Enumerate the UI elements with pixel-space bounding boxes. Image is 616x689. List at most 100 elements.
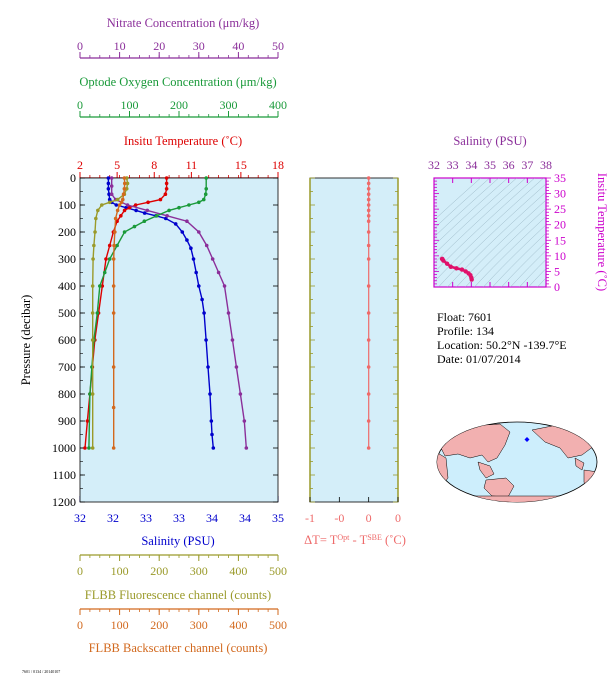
nitrate-tick-label: 30: [193, 39, 205, 53]
nitrate-point: [145, 208, 150, 213]
temperature-point: [104, 257, 108, 261]
delta-t-point: [366, 365, 371, 369]
salinity-point: [180, 230, 185, 234]
ts-point: [444, 261, 450, 266]
delta-t-point: [366, 197, 371, 202]
salinity-tick-label: 33: [140, 511, 152, 525]
fluorescence-point: [90, 311, 95, 315]
ts-point: [448, 264, 453, 269]
backscatter-point: [119, 200, 124, 205]
oxygen-point: [102, 270, 107, 275]
temperature-point: [107, 243, 112, 248]
temperature-tick-label: 11: [186, 158, 198, 172]
ts-point: [469, 277, 474, 282]
pressure-tick-label: 300: [58, 252, 76, 266]
salinity-tick-label: 34: [239, 511, 251, 525]
nitrate-point: [226, 311, 231, 315]
temperature-point: [163, 192, 168, 196]
nitrate-point: [238, 392, 243, 396]
backscatter-point: [122, 176, 127, 180]
temperature-tick-label: 5: [114, 158, 120, 172]
salinity-point: [209, 419, 214, 423]
backscatter-point: [122, 187, 127, 191]
profile-panel: [79, 177, 279, 503]
fluorescence-point: [115, 197, 120, 202]
ts-salinity-tick-label: 34: [465, 158, 477, 172]
map-land-central-america: [574, 457, 585, 471]
fluorescence-point: [93, 230, 97, 234]
backscatter-tick-label: 200: [150, 618, 168, 632]
ts-temperature-tick-label: 35: [554, 171, 566, 185]
pressure-axis: 0 100 200 300 400 500 600 700 800 900 1000 1100 1200: [52, 171, 278, 509]
ts-point: [441, 258, 446, 263]
salinity-point: [210, 432, 214, 437]
fluorescence-point: [125, 181, 130, 186]
map-land-antarctica: [439, 495, 597, 502]
temperature-tick-label: 2: [77, 158, 83, 172]
ts-salinity-title: Salinity (PSU): [453, 134, 526, 148]
nitrate-point: [210, 257, 215, 261]
fluorescence-tick-label: 200: [150, 564, 168, 578]
pressure-tick-label: 1000: [52, 441, 76, 455]
temperature-point: [127, 205, 132, 210]
backscatter-point: [111, 257, 116, 261]
backscatter-point: [111, 311, 116, 315]
temperature-point: [164, 181, 169, 186]
temperature-axis-title: Insitu Temperature (˚C): [124, 134, 242, 148]
backscatter-tick-label: 300: [190, 618, 208, 632]
pressure-tick-label: 400: [58, 279, 76, 293]
ts-temperature-tick-label: 30: [554, 187, 566, 201]
salinity-tick-label: 32: [74, 511, 86, 525]
ts-salinity-tick-label: 33: [447, 158, 459, 172]
fluorescence-point: [90, 446, 95, 450]
oxygen-point: [197, 200, 201, 205]
ts-salinity-tick-label: 32: [428, 158, 440, 172]
backscatter-point: [111, 365, 116, 369]
salinity-point: [200, 297, 204, 302]
ts-temperature-tick-label: 25: [554, 202, 566, 216]
salinity-point: [204, 338, 208, 342]
oxygen-point: [204, 176, 209, 180]
fluorescence-axis: 0 100 200 300 400 500: [77, 554, 287, 578]
delta-t-point: [366, 243, 371, 248]
salinity-point: [173, 222, 178, 226]
fluorescence-tick-label: 0: [77, 564, 83, 578]
delta-t-axis: -1 -0 0 0: [305, 177, 401, 525]
delta-t-panel: [309, 177, 399, 503]
backscatter-tick-label: 100: [111, 618, 129, 632]
temperature-point: [115, 219, 119, 223]
footer-stamp: 7601 / 0134 / 20140107: [22, 669, 60, 674]
backscatter-point: [121, 192, 126, 196]
delta-t-point: [366, 230, 371, 234]
fluorescence-point: [92, 243, 96, 248]
salinity-point: [114, 203, 119, 207]
backscatter-point: [111, 405, 116, 410]
date-text: Date: 01/07/2014: [437, 352, 521, 366]
fluorescence-tick-label: 300: [190, 564, 208, 578]
fluorescence-point: [96, 208, 100, 213]
ts-temperature-title: Insitu Temperature (˚C): [595, 173, 609, 291]
temperature-point: [85, 419, 90, 423]
temperature-tick-label: 18: [272, 158, 284, 172]
delta-t-tick-label: 0: [366, 511, 372, 525]
ts-temperature-tick-label: 10: [554, 249, 566, 263]
nitrate-point: [125, 203, 130, 207]
oxygen-tick-label: 300: [220, 98, 238, 112]
fluorescence-point: [91, 257, 95, 261]
salinity-point: [191, 257, 196, 261]
pressure-axis-title: Pressure (decibar): [19, 295, 33, 386]
fluorescence-tick-label: 100: [111, 564, 129, 578]
temperature-axis: 2 5 8 11 15 18: [77, 158, 284, 179]
backscatter-point: [111, 446, 116, 450]
pressure-tick-label: 900: [58, 414, 76, 428]
nitrate-point: [185, 219, 189, 223]
fluorescence-point: [90, 284, 95, 288]
pressure-tick-label: 800: [58, 387, 76, 401]
pressure-tick-label: 600: [58, 333, 76, 347]
oxygen-point: [95, 311, 100, 315]
temperature-tick-label: 8: [151, 158, 157, 172]
fluorescence-point: [107, 200, 112, 205]
location-text: Location: 50.2°N -139.7°E: [437, 338, 567, 352]
nitrate-point: [222, 284, 227, 288]
